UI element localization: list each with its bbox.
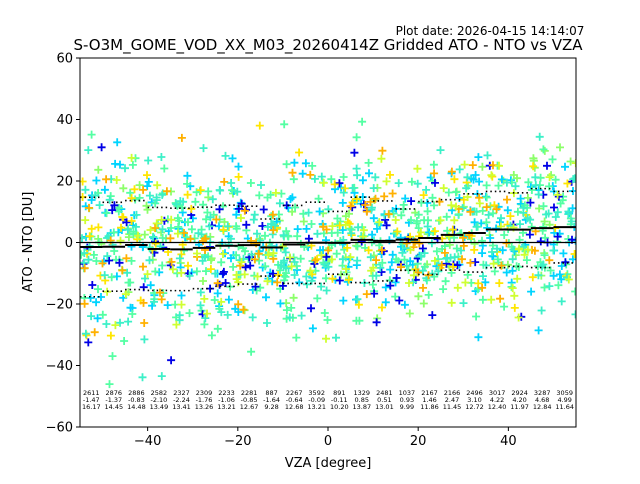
y-tick-label: 60	[56, 52, 73, 67]
y-tick-label: 20	[56, 175, 73, 190]
bin-mean-label: -0.11	[331, 396, 348, 404]
x-tick-label: 20	[410, 434, 427, 449]
bin-count-label: 2309	[196, 389, 213, 397]
bin-stddev-label: 12.40	[488, 403, 507, 411]
bin-mean-label: 4.20	[512, 396, 526, 404]
scatter-points	[80, 117, 576, 389]
x-tick-label: −40	[134, 434, 161, 449]
bin-mean-label: 4.68	[535, 396, 549, 404]
bin-count-label: 2267	[286, 389, 303, 397]
bin-mean-label: 4.99	[557, 396, 571, 404]
x-axis-label: VZA [degree]	[285, 456, 372, 471]
bin-mean-label: 3.10	[467, 396, 481, 404]
x-tick-label: −20	[224, 434, 251, 449]
bin-stddev-label: 9.28	[264, 403, 278, 411]
bin-count-label: 2281	[241, 389, 258, 397]
bin-stddev-label: 10.20	[330, 403, 349, 411]
bin-stddev-label: 11.97	[510, 403, 529, 411]
statistic-lines	[80, 187, 576, 298]
bin-count-label: 2582	[151, 389, 168, 397]
bin-count-label: 1329	[354, 389, 371, 397]
bin-count-label: 1037	[399, 389, 416, 397]
bin-mean-label: -2.24	[173, 396, 190, 404]
bin-mean-label: -1.37	[105, 396, 122, 404]
bin-stddev-label: 13.41	[172, 403, 191, 411]
bin-count-label: 3059	[556, 389, 573, 397]
bin-count-label: 2233	[218, 389, 235, 397]
bin-mean-label: -0.83	[128, 396, 145, 404]
bin-mean-label: -1.64	[263, 396, 280, 404]
bin-mean-label: 0.51	[377, 396, 391, 404]
bin-mean-label: -1.76	[196, 396, 213, 404]
bin-mean-label: -0.09	[308, 396, 325, 404]
bin-count-label: 2481	[376, 389, 393, 397]
bin-mean-label: -0.64	[286, 396, 303, 404]
bin-count-label: 2611	[83, 389, 100, 397]
plot-date: Plot date: 2026-04-15 14:14:07	[396, 24, 585, 38]
bin-stddev-label: 12.72	[465, 403, 484, 411]
bin-count-label: 891	[333, 389, 345, 397]
bin-stddev-label: 14.45	[104, 403, 123, 411]
x-axis-ticks: −40 −20 0 20 40	[134, 427, 517, 449]
x-tick-label: 40	[500, 434, 517, 449]
y-tick-label: −60	[46, 421, 73, 436]
bin-mean-label: 4.22	[490, 396, 504, 404]
bin-mean-label: 0.85	[355, 396, 369, 404]
bin-mean-label: -0.85	[241, 396, 258, 404]
bin-stddev-label: 13.21	[217, 403, 236, 411]
bin-mean-label: -2.10	[150, 396, 167, 404]
bin-stddev-label: 13.01	[375, 403, 394, 411]
bin-stddev-label: 12.67	[240, 403, 259, 411]
bin-count-label: 2876	[106, 389, 123, 397]
bin-mean-label: 1.46	[422, 396, 436, 404]
bin-count-label: 3592	[308, 389, 325, 397]
bin-stddev-label: 13.21	[307, 403, 326, 411]
scatter-markers	[80, 133, 554, 337]
bin-count-label: 3017	[489, 389, 506, 397]
y-tick-label: −20	[46, 298, 73, 313]
bin-stddev-label: 9.99	[400, 403, 414, 411]
scatter-markers	[81, 153, 576, 343]
bin-stddev-label: 13.26	[195, 403, 214, 411]
bin-mean-label: 2.47	[445, 396, 459, 404]
bin-mean-label: -1.47	[83, 396, 100, 404]
bin-stddev-label: 14.48	[127, 403, 146, 411]
bin-count-label: 3287	[534, 389, 551, 397]
bin-stddev-label: 13.87	[352, 403, 371, 411]
bin-stddev-label: 11.64	[555, 403, 574, 411]
bin-stddev-label: 11.45	[443, 403, 462, 411]
bin-stddev-label: 11.86	[420, 403, 439, 411]
bin-count-label: 2924	[511, 389, 528, 397]
chart-title: S-O3M_GOME_VOD_XX_M03_20260414Z Gridded …	[73, 36, 583, 55]
bin-stddev-label: 12.68	[285, 403, 304, 411]
bin-mean-label: 0.93	[400, 396, 414, 404]
y-tick-label: 40	[56, 113, 73, 128]
bin-count-label: 2496	[466, 389, 483, 397]
bin-count-label: 887	[265, 389, 277, 397]
bin-stddev-label: 16.17	[82, 403, 101, 411]
bin-mean-label: -1.06	[218, 396, 235, 404]
bin-stddev-label: 13.49	[150, 403, 169, 411]
x-tick-label: 0	[324, 434, 332, 449]
y-axis-label: ATO - NTO [DU]	[21, 192, 36, 293]
bin-stddev-label: 12.84	[533, 403, 552, 411]
bin-count-label: 2886	[128, 389, 145, 397]
bin-count-label: 2166	[444, 389, 461, 397]
bin-count-label: 2167	[421, 389, 438, 397]
y-axis-ticks: −60 −40 −20 0 20 40 60	[46, 52, 80, 436]
bin-count-label: 2327	[173, 389, 190, 397]
y-tick-label: −40	[46, 359, 73, 374]
y-tick-label: 0	[65, 236, 73, 251]
